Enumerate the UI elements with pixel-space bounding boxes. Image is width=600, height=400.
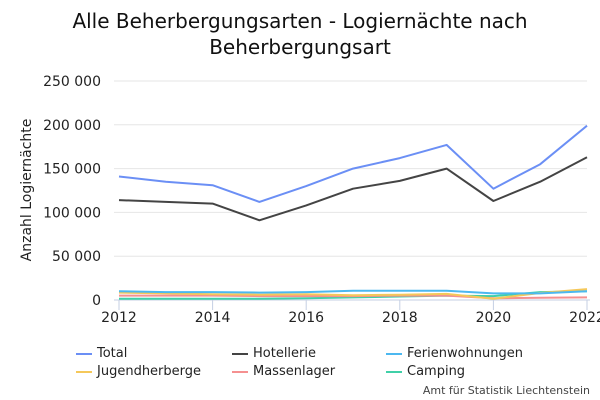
y-tick-label: 0 — [92, 293, 101, 309]
x-tick-label: 2014 — [195, 310, 231, 326]
x-tick-label: 2016 — [288, 310, 324, 326]
legend-label: Ferienwohnungen — [407, 346, 523, 361]
series-line-hotellerie — [118, 156, 588, 222]
legend-label: Jugendherberge — [97, 364, 202, 379]
y-tick-label: 50 000 — [52, 249, 101, 265]
legend-swatch — [76, 370, 92, 373]
y-tick-label: 150 000 — [43, 162, 101, 178]
legend-swatch — [76, 352, 92, 355]
legend-swatch — [386, 370, 402, 373]
legend-label: Total — [97, 346, 128, 361]
legend-swatch — [232, 352, 248, 355]
legend-item[interactable]: Hotellerie — [232, 346, 316, 361]
y-axis-label: Anzahl Logiernächte — [19, 119, 35, 262]
series-line-camping — [119, 290, 588, 300]
legend-label: Hotellerie — [253, 346, 317, 361]
legend-label: Camping — [407, 364, 466, 379]
legend-label: Massenlager — [253, 364, 336, 379]
chart-title: Alle Beherbergungsarten - Logiernächte n… — [72, 9, 528, 59]
source-credit: Amt für Statistik Liechtenstein — [422, 384, 590, 397]
series-line-total — [118, 124, 588, 203]
legend-swatch — [232, 370, 248, 373]
y-tick-label: 200 000 — [43, 118, 101, 134]
series-line-ferienwohnungen — [118, 289, 588, 295]
legend-item[interactable]: Jugendherberge — [76, 364, 201, 379]
x-tick-label: 2020 — [476, 310, 512, 326]
y-tick-label: 250 000 — [43, 74, 101, 90]
legend-item[interactable]: Massenlager — [232, 364, 335, 379]
series-line-jugendherberge — [118, 288, 588, 300]
legend-swatch — [386, 352, 402, 355]
legend-item[interactable]: Camping — [386, 364, 465, 379]
x-tick-label: 2012 — [101, 310, 137, 326]
x-tick-label: 2022 — [569, 310, 600, 326]
legend-item[interactable]: Ferienwohnungen — [386, 346, 523, 361]
y-tick-label: 100 000 — [43, 205, 101, 221]
x-tick-label: 2018 — [382, 310, 418, 326]
legend-item[interactable]: Total — [76, 346, 127, 361]
